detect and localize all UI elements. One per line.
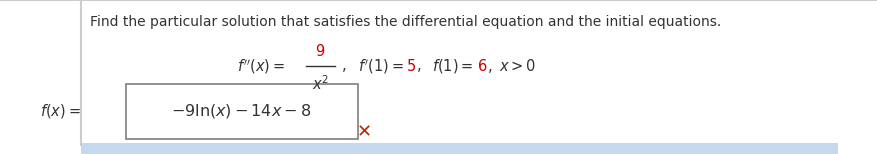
Text: ✕: ✕ [356,124,372,141]
Text: $, \ x > 0$: $, \ x > 0$ [487,57,536,75]
Text: $f''(x) = $: $f''(x) = $ [237,57,285,75]
Text: $f'(1) = $: $f'(1) = $ [358,57,403,75]
Text: $x^2$: $x^2$ [311,74,329,93]
Text: $,$: $,$ [416,59,421,74]
Text: $f(1) = $: $f(1) = $ [431,57,473,75]
Text: $f(x) = $: $f(x) = $ [40,102,81,120]
Text: $-9\ln(x) - 14x - 8$: $-9\ln(x) - 14x - 8$ [171,102,311,120]
Text: $5$: $5$ [405,58,415,74]
Text: $9$: $9$ [315,43,325,59]
FancyBboxPatch shape [125,84,358,139]
Bar [81,143,837,154]
Text: $6$: $6$ [476,58,487,74]
Text: $,$: $,$ [340,59,346,74]
Text: Find the particular solution that satisfies the differential equation and the in: Find the particular solution that satisf… [90,15,721,29]
